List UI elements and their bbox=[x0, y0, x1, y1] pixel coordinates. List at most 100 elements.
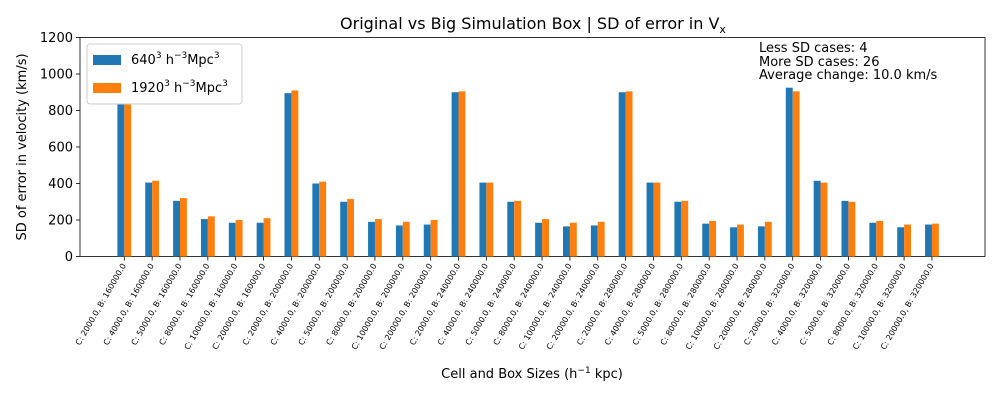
y-tick-label: 600 bbox=[48, 141, 73, 156]
x-tick-label: C: 20000.0, B: 240000.0 bbox=[545, 262, 602, 351]
bar-640-18 bbox=[618, 92, 626, 257]
bar-1920-20 bbox=[681, 200, 689, 257]
bar-640-13 bbox=[479, 182, 487, 257]
bar-1920-28 bbox=[904, 224, 911, 257]
bar-640-14 bbox=[507, 201, 515, 257]
legend-swatch-1920 bbox=[93, 83, 121, 93]
bar-1920-23 bbox=[764, 221, 772, 257]
bar-1920-2 bbox=[180, 198, 187, 257]
y-axis-label: SD of error in velocity (km/s) bbox=[15, 53, 30, 240]
bar-1920-13 bbox=[486, 182, 494, 257]
bar-640-24 bbox=[785, 87, 793, 257]
x-tick-label: C: 20000.0, B: 280000.0 bbox=[712, 262, 769, 351]
bar-640-26 bbox=[841, 200, 849, 257]
x-tick-label: C: 2000.0, B: 160000.0 bbox=[74, 262, 128, 347]
x-tick-label: C: 4000.0, B: 200000.0 bbox=[269, 262, 323, 347]
bar-640-10 bbox=[395, 225, 403, 257]
bar-640-2 bbox=[173, 200, 180, 257]
bar-1920-3 bbox=[207, 216, 215, 257]
bar-1920-1 bbox=[152, 180, 160, 257]
annotation-average-change: Average change: 10.0 km/s bbox=[759, 68, 938, 83]
bar-1920-25 bbox=[820, 182, 828, 257]
x-axis: C: 2000.0, B: 160000.0C: 4000.0, B: 1600… bbox=[74, 256, 936, 351]
bar-1920-15 bbox=[542, 219, 549, 257]
bar-640-5 bbox=[256, 222, 264, 257]
y-tick-label: 200 bbox=[48, 214, 73, 229]
x-tick-label: C: 8000.0, B: 160000.0 bbox=[157, 262, 211, 347]
bar-640-1 bbox=[145, 182, 153, 257]
bar-640-3 bbox=[200, 219, 208, 257]
bar-1920-4 bbox=[235, 220, 243, 257]
x-tick-label: C: 10000.0, B: 160000.0 bbox=[183, 262, 240, 351]
bar-1920-11 bbox=[430, 220, 438, 257]
x-tick-label: C: 4000.0, B: 160000.0 bbox=[102, 262, 156, 347]
bar-640-0 bbox=[117, 92, 125, 257]
x-tick-label: C: 4000.0, B: 280000.0 bbox=[603, 262, 657, 347]
bar-1920-19 bbox=[653, 182, 661, 257]
bar-1920-8 bbox=[347, 199, 354, 257]
y-tick-label: 400 bbox=[48, 177, 73, 192]
x-tick-label: C: 2000.0, B: 200000.0 bbox=[241, 262, 295, 347]
bar-640-9 bbox=[368, 221, 375, 257]
legend-label-1920: 19203 h−3Mpc3 bbox=[131, 79, 228, 96]
x-axis-label: Cell and Box Sizes (h−1 kpc) bbox=[441, 366, 623, 382]
bar-640-25 bbox=[813, 180, 821, 257]
x-tick-label: C: 4000.0, B: 320000.0 bbox=[770, 262, 824, 347]
bar-640-15 bbox=[535, 222, 543, 257]
x-tick-label: C: 2000.0, B: 280000.0 bbox=[575, 262, 629, 347]
bar-1920-26 bbox=[848, 201, 856, 257]
bar-640-27 bbox=[869, 222, 877, 257]
bar-1920-14 bbox=[514, 200, 522, 257]
bar-1920-18 bbox=[625, 91, 633, 257]
x-tick-label: C: 8000.0, B: 200000.0 bbox=[324, 262, 378, 347]
bar-640-12 bbox=[451, 92, 459, 257]
x-tick-label: C: 10000.0, B: 320000.0 bbox=[851, 262, 908, 351]
bar-640-11 bbox=[423, 224, 431, 257]
annotation-more-sd: More SD cases: 26 bbox=[759, 55, 879, 70]
x-tick-label: C: 20000.0, B: 320000.0 bbox=[879, 262, 936, 351]
chart-title: Original vs Big Simulation Box | SD of e… bbox=[340, 14, 726, 36]
x-tick-label: C: 10000.0, B: 240000.0 bbox=[517, 262, 574, 351]
y-axis: 0 200 400 600 800 1000 1200 bbox=[40, 31, 80, 265]
x-tick-label: C: 5000.0, B: 280000.0 bbox=[631, 262, 685, 347]
bar-640-20 bbox=[674, 201, 682, 257]
x-tick-label: C: 10000.0, B: 200000.0 bbox=[350, 262, 407, 351]
bar-1920-6 bbox=[291, 90, 299, 257]
x-tick-label: C: 8000.0, B: 240000.0 bbox=[492, 262, 546, 347]
x-tick-label: C: 2000.0, B: 320000.0 bbox=[742, 262, 796, 347]
bar-1920-12 bbox=[458, 91, 466, 257]
x-tick-label: C: 10000.0, B: 280000.0 bbox=[684, 262, 741, 351]
bars bbox=[117, 87, 939, 257]
legend-box bbox=[86, 43, 243, 105]
bar-640-23 bbox=[757, 226, 765, 257]
y-tick-label: 1000 bbox=[40, 68, 73, 83]
bar-640-19 bbox=[646, 182, 654, 257]
bar-640-21 bbox=[702, 223, 710, 257]
bar-640-6 bbox=[284, 93, 292, 257]
x-tick-label: C: 5000.0, B: 240000.0 bbox=[464, 262, 518, 347]
bar-640-17 bbox=[590, 225, 598, 257]
y-tick-label: 1200 bbox=[40, 31, 73, 46]
bar-1920-29 bbox=[931, 223, 939, 257]
bar-1920-27 bbox=[876, 220, 884, 257]
bar-640-16 bbox=[563, 226, 570, 257]
annotation-less-sd: Less SD cases: 4 bbox=[759, 41, 868, 56]
legend-label-640: 6403 h−3Mpc3 bbox=[131, 51, 220, 68]
bar-640-7 bbox=[312, 183, 320, 257]
x-tick-label: C: 8000.0, B: 280000.0 bbox=[659, 262, 713, 347]
legend: 6403 h−3Mpc3 19203 h−3Mpc3 bbox=[86, 43, 243, 105]
legend-swatch-640 bbox=[93, 55, 121, 65]
bar-1920-22 bbox=[737, 224, 744, 257]
x-tick-label: C: 2000.0, B: 240000.0 bbox=[408, 262, 462, 347]
x-tick-label: C: 8000.0, B: 320000.0 bbox=[826, 262, 880, 347]
bar-640-22 bbox=[730, 227, 737, 257]
x-tick-label: C: 5000.0, B: 160000.0 bbox=[130, 262, 184, 347]
bar-1920-24 bbox=[792, 91, 800, 257]
bar-640-29 bbox=[925, 224, 932, 257]
bar-1920-10 bbox=[402, 221, 410, 257]
bar-1920-17 bbox=[597, 221, 605, 257]
x-tick-label: C: 20000.0, B: 200000.0 bbox=[378, 262, 435, 351]
x-tick-label: C: 4000.0, B: 240000.0 bbox=[436, 262, 490, 347]
bar-640-4 bbox=[228, 222, 236, 257]
